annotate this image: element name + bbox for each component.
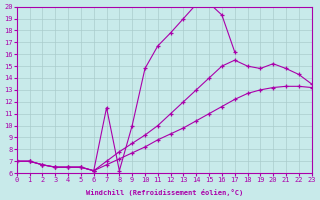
X-axis label: Windchill (Refroidissement éolien,°C): Windchill (Refroidissement éolien,°C): [85, 189, 243, 196]
